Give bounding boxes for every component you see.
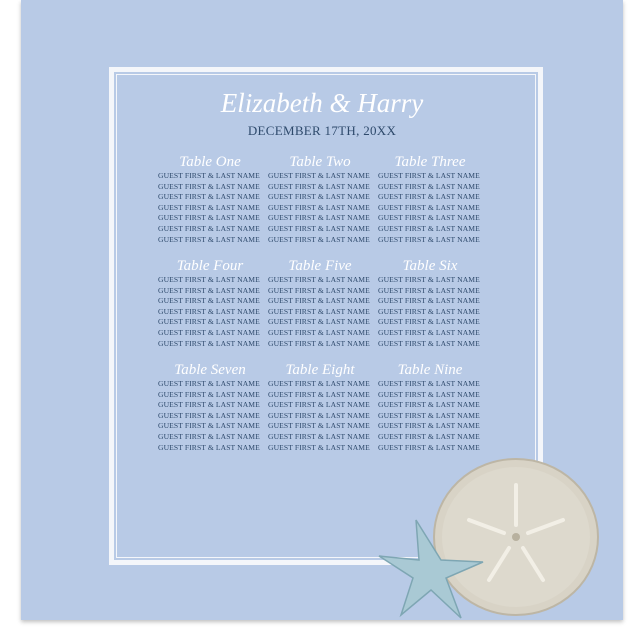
guest-name: GUEST FIRST & LAST NAME <box>378 317 480 327</box>
sand-dollar <box>433 458 599 616</box>
frame-inner <box>116 74 536 558</box>
guest-name: GUEST FIRST & LAST NAME <box>378 213 480 223</box>
table-group: Table Five GUEST FIRST & LAST NAME GUEST F… <box>268 258 372 349</box>
guest-name: GUEST FIRST & LAST NAME <box>158 442 260 452</box>
guest-name: GUEST FIRST & LAST NAME <box>268 379 370 388</box>
guest-name: GUEST FIRST & LAST NAME <box>378 202 480 212</box>
table-name: Table Six <box>402 258 458 274</box>
guest-name: GUEST FIRST & LAST NAME <box>378 338 480 348</box>
guest-name: GUEST FIRST & LAST NAME <box>158 202 260 212</box>
guest-name: GUEST FIRST & LAST NAME <box>378 442 480 452</box>
guest-name: GUEST FIRST & LAST NAME <box>158 431 260 441</box>
guest-name: GUEST FIRST & LAST NAME <box>268 421 370 431</box>
guest-name: GUEST FIRST & LAST NAME <box>378 223 480 233</box>
guest-name: GUEST FIRST & LAST NAME <box>158 410 260 420</box>
table-name: Table Three <box>394 154 466 170</box>
table-group: Table Seven GUEST FIRST & LAST NAME GUEST … <box>158 362 262 453</box>
guest-name: GUEST FIRST & LAST NAME <box>378 234 480 244</box>
guest-name: GUEST FIRST & LAST NAME <box>268 327 370 337</box>
guest-name: GUEST FIRST & LAST NAME <box>378 181 480 191</box>
frame <box>109 67 543 565</box>
guest-name: GUEST FIRST & LAST NAME <box>268 389 370 399</box>
guest-name: GUEST FIRST & LAST NAME <box>378 192 480 202</box>
guest-name: GUEST FIRST & LAST NAME <box>158 213 260 223</box>
guest-name: GUEST FIRST & LAST NAME <box>158 275 260 284</box>
decoration <box>378 458 599 619</box>
guest-name: GUEST FIRST & LAST NAME <box>268 306 370 316</box>
guest-name: GUEST FIRST & LAST NAME <box>378 431 480 441</box>
event-date: DECEMBER 17TH, 20XX <box>247 123 397 138</box>
guest-name: GUEST FIRST & LAST NAME <box>378 306 480 316</box>
guest-name: GUEST FIRST & LAST NAME <box>158 192 260 202</box>
guest-name: GUEST FIRST & LAST NAME <box>158 400 260 410</box>
guest-name: GUEST FIRST & LAST NAME <box>158 181 260 191</box>
guest-name: GUEST FIRST & LAST NAME <box>378 171 480 180</box>
guest-name: GUEST FIRST & LAST NAME <box>268 296 370 306</box>
guest-name: GUEST FIRST & LAST NAME <box>378 275 480 284</box>
table-group: Table One GUEST FIRST & LAST NAME GUEST FI… <box>158 154 262 245</box>
guest-name: GUEST FIRST & LAST NAME <box>268 317 370 327</box>
guest-name: GUEST FIRST & LAST NAME <box>268 442 370 452</box>
guest-name: GUEST FIRST & LAST NAME <box>268 202 370 212</box>
starfish <box>378 519 484 619</box>
guest-name: GUEST FIRST & LAST NAME <box>158 234 260 244</box>
table-name: Table Nine <box>397 362 463 378</box>
guest-name: GUEST FIRST & LAST NAME <box>378 379 480 388</box>
guest-name: GUEST FIRST & LAST NAME <box>158 327 260 337</box>
guest-name: GUEST FIRST & LAST NAME <box>268 410 370 420</box>
guest-name: GUEST FIRST & LAST NAME <box>268 234 370 244</box>
guest-name: GUEST FIRST & LAST NAME <box>268 431 370 441</box>
guest-name: GUEST FIRST & LAST NAME <box>158 223 260 233</box>
poster: Elizabeth & Harry DECEMBER 17TH, 20XX Ta… <box>21 0 623 620</box>
guest-name: GUEST FIRST & LAST NAME <box>378 410 480 420</box>
guest-name: GUEST FIRST & LAST NAME <box>378 421 480 431</box>
guest-name: GUEST FIRST & LAST NAME <box>378 389 480 399</box>
guest-name: GUEST FIRST & LAST NAME <box>268 285 370 295</box>
guest-name: GUEST FIRST & LAST NAME <box>378 285 480 295</box>
table-name: Table Five <box>288 258 352 274</box>
table-name: Table Two <box>289 154 351 170</box>
guest-name: GUEST FIRST & LAST NAME <box>158 379 260 388</box>
table-name: Table Eight <box>285 362 355 378</box>
guest-name: GUEST FIRST & LAST NAME <box>378 327 480 337</box>
guest-name: GUEST FIRST & LAST NAME <box>268 338 370 348</box>
guest-name: GUEST FIRST & LAST NAME <box>378 400 480 410</box>
guest-name: GUEST FIRST & LAST NAME <box>158 338 260 348</box>
table-group: Table Eight GUEST FIRST & LAST NAME GUEST … <box>268 362 372 453</box>
guest-name: GUEST FIRST & LAST NAME <box>158 421 260 431</box>
guest-name: GUEST FIRST & LAST NAME <box>158 296 260 306</box>
guest-name: GUEST FIRST & LAST NAME <box>268 223 370 233</box>
table-group: Table Three GUEST FIRST & LAST NAME GUEST … <box>378 154 482 245</box>
table-name: Table One <box>179 154 241 170</box>
table-group: Table Two GUEST FIRST & LAST NAME GUEST FI… <box>268 154 372 245</box>
guest-name: GUEST FIRST & LAST NAME <box>158 285 260 295</box>
guest-name: GUEST FIRST & LAST NAME <box>158 306 260 316</box>
guest-name: GUEST FIRST & LAST NAME <box>378 296 480 306</box>
guest-name: GUEST FIRST & LAST NAME <box>268 181 370 191</box>
guest-name: GUEST FIRST & LAST NAME <box>268 275 370 284</box>
table-group: Table Nine GUEST FIRST & LAST NAME GUEST F… <box>378 362 482 453</box>
guest-name: GUEST FIRST & LAST NAME <box>158 389 260 399</box>
guest-name: GUEST FIRST & LAST NAME <box>268 171 370 180</box>
guest-name: GUEST FIRST & LAST NAME <box>268 400 370 410</box>
guest-name: GUEST FIRST & LAST NAME <box>158 317 260 327</box>
guest-name: GUEST FIRST & LAST NAME <box>158 171 260 180</box>
guest-name: GUEST FIRST & LAST NAME <box>268 192 370 202</box>
table-group: Table Four GUEST FIRST & LAST NAME GUEST F… <box>158 258 262 349</box>
couple-names: Elizabeth & Harry <box>220 88 424 118</box>
table-name: Table Four <box>176 258 244 274</box>
guest-name: GUEST FIRST & LAST NAME <box>268 213 370 223</box>
table-group: Table Six GUEST FIRST & LAST NAME GUEST FI… <box>378 258 482 349</box>
table-name: Table Seven <box>174 362 246 378</box>
